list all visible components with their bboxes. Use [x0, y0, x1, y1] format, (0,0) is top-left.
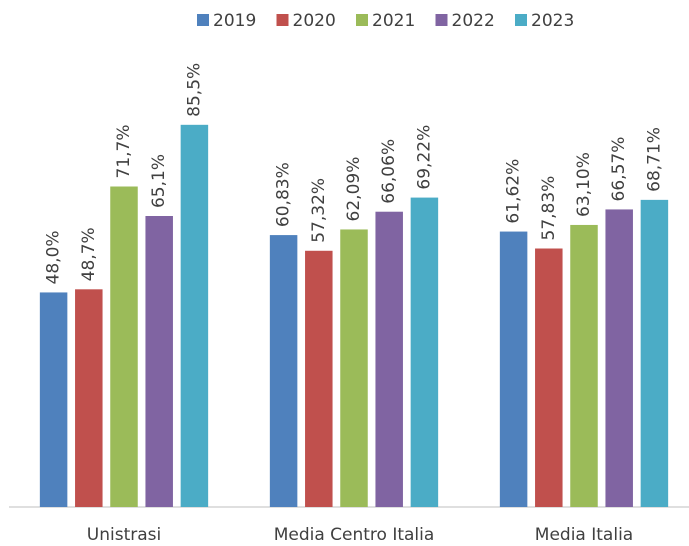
legend-swatch — [197, 14, 209, 26]
data-label: 68,71% — [644, 127, 664, 192]
data-label: 61,62% — [504, 159, 524, 224]
data-label: 57,83% — [539, 176, 559, 241]
bar — [269, 235, 298, 507]
bar — [75, 289, 103, 507]
data-label: 85,5% — [184, 63, 204, 117]
bar — [145, 216, 173, 508]
bar — [499, 231, 528, 507]
legend-swatch — [356, 14, 368, 26]
data-label: 48,7% — [79, 227, 99, 281]
legend-label: 2022 — [452, 11, 495, 31]
data-label: 71,7% — [114, 124, 134, 178]
legend-label: 2023 — [531, 11, 574, 31]
data-label: 48,0% — [44, 230, 64, 284]
data-label: 62,09% — [344, 157, 364, 222]
data-label: 69,22% — [414, 125, 434, 190]
bar — [180, 124, 209, 507]
x-tick-label: Media Italia — [535, 525, 633, 545]
data-label: 65,1% — [149, 154, 169, 208]
legend-swatch — [515, 14, 527, 26]
data-label: 57,32% — [309, 178, 329, 243]
legend-label: 2021 — [372, 11, 415, 31]
x-tick-label: Unistrasi — [87, 525, 161, 545]
legend-swatch — [435, 14, 448, 26]
x-tick-label: Media Centro Italia — [274, 525, 435, 545]
bar — [305, 250, 333, 507]
bar — [39, 292, 68, 507]
data-label: 60,83% — [274, 162, 294, 227]
bar — [410, 197, 439, 507]
data-label: 66,06% — [379, 139, 399, 204]
bar — [640, 199, 669, 507]
legend-swatch — [276, 14, 289, 26]
bar — [605, 209, 633, 507]
bar — [110, 186, 138, 507]
bar — [570, 224, 598, 507]
legend-label: 2019 — [213, 11, 256, 31]
bar — [375, 211, 403, 508]
bar — [340, 229, 368, 507]
data-label: 63,10% — [574, 152, 594, 217]
bar — [535, 248, 563, 508]
data-label: 66,57% — [609, 137, 629, 202]
legend-label: 2020 — [293, 11, 336, 31]
